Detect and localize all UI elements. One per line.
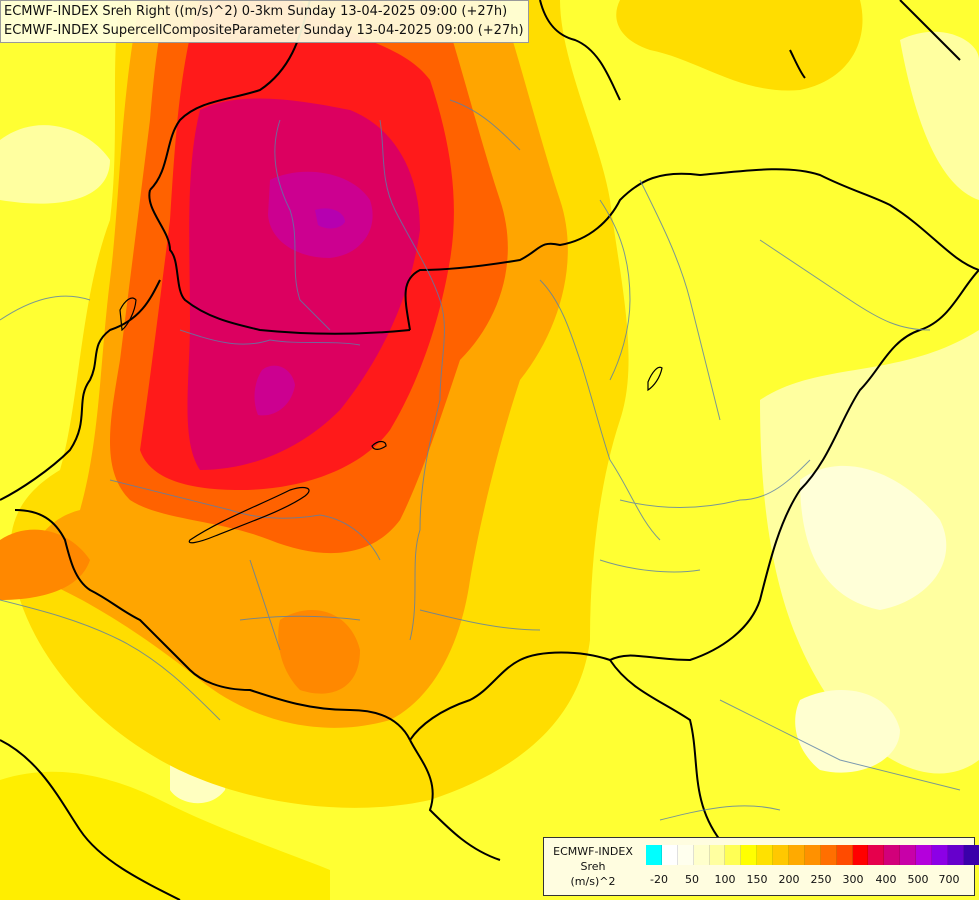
legend-swatch (932, 845, 948, 865)
field-purple-south (254, 365, 295, 416)
legend-swatch (804, 845, 821, 865)
legend-swatch (709, 845, 726, 865)
legend-tick-label: 400 (875, 873, 897, 886)
rivers-and-regions (0, 99, 961, 821)
legend-swatch (773, 845, 790, 865)
field-purple-north-core (315, 208, 345, 229)
legend-tick-label: 250 (810, 873, 832, 886)
map-title-line-2: ECMWF-INDEX SupercellCompositeParameter … (4, 23, 524, 38)
legend-tick-label: 200 (778, 873, 800, 886)
legend-swatch (693, 845, 710, 865)
legend-swatch (661, 845, 678, 865)
legend-swatch (741, 845, 758, 865)
legend-variable: Sreh (580, 860, 606, 873)
legend-swatch (852, 845, 869, 865)
legend-swatch (884, 845, 901, 865)
legend-tick-label: 700 (938, 873, 960, 886)
legend-swatch (868, 845, 885, 865)
lakes (119, 297, 663, 544)
legend-tick-label: 150 (746, 873, 768, 886)
legend-swatch (789, 845, 805, 865)
legend-swatch (646, 845, 662, 865)
legend-tick-label: 500 (907, 873, 929, 886)
legend-source: ECMWF-INDEX (553, 845, 633, 858)
map-title-box: ECMWF-INDEX Sreh Right ((m/s)^2) 0-3km S… (0, 0, 529, 43)
legend-swatch (916, 845, 933, 865)
legend-swatch (820, 845, 837, 865)
legend-swatch (963, 845, 979, 865)
field-pale-west (0, 125, 110, 204)
legend-tick-label: -20 (650, 873, 668, 886)
field-gold-ne (616, 0, 863, 91)
legend-swatch (757, 845, 774, 865)
field-paler-east (800, 465, 947, 610)
legend-swatch (725, 845, 742, 865)
legend-swatch (900, 845, 917, 865)
legend-label: ECMWF-INDEX Sreh (m/s)^2 (544, 844, 642, 889)
legend-swatch (947, 845, 964, 865)
legend-tick-label: 50 (685, 873, 699, 886)
field-pale-north (900, 31, 979, 200)
legend-swatch (836, 845, 853, 865)
color-legend: ECMWF-INDEX Sreh (m/s)^2 -20 50 100 150 200 2… (543, 837, 979, 896)
field-gold-south (0, 771, 330, 900)
legend-tick-label: 300 (842, 873, 864, 886)
field-orange-blob (278, 610, 360, 694)
field-paler-se (795, 690, 900, 773)
legend-swatch (677, 845, 694, 865)
legend-tick-label: 100 (714, 873, 736, 886)
map-title-line-1: ECMWF-INDEX Sreh Right ((m/s)^2) 0-3km S… (4, 4, 508, 19)
legend-swatches (646, 845, 979, 865)
legend-unit: (m/s)^2 (570, 875, 616, 888)
